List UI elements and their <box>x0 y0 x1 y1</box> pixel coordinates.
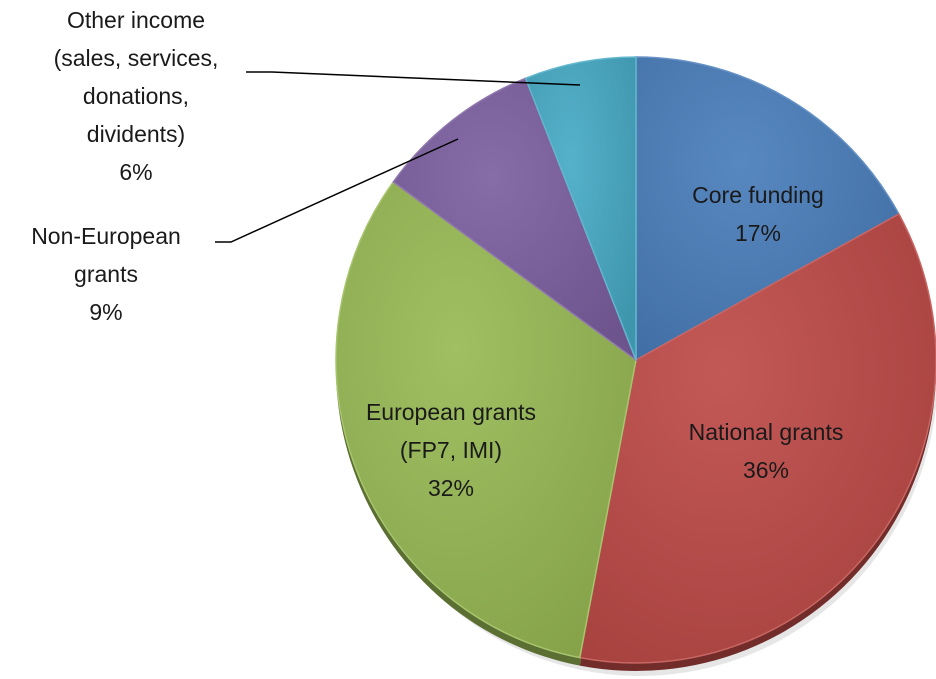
pie-slices <box>335 56 936 664</box>
pie-slice-european-grants <box>335 180 637 659</box>
slice-percent: 36% <box>743 457 789 483</box>
slice-percent: 17% <box>735 220 781 246</box>
pie-slice-national-grants <box>578 213 936 664</box>
slice-label-line: dividents) <box>87 121 185 147</box>
slice-label-line: National grants <box>689 419 844 445</box>
slice-percent: 32% <box>428 475 474 501</box>
slice-label-core-funding: Core funding 17% <box>692 182 824 246</box>
pie-slice-other-income <box>524 56 637 361</box>
slice-label-non-european-grants: Non-European grants 9% <box>31 223 181 325</box>
slice-labels: Core funding 17% National grants 36% Europea… <box>31 7 843 501</box>
slice-label-other-income: Other income (sales, services, donations, d… <box>54 7 219 185</box>
slice-label-line: grants <box>74 261 138 287</box>
slice-label-line: Core funding <box>692 182 824 208</box>
leader-line-non-european-grants <box>215 138 459 243</box>
slice-label-line: donations, <box>83 83 189 109</box>
leader-line-other-income <box>246 71 581 86</box>
leader-lines <box>215 71 581 243</box>
slice-percent: 9% <box>89 299 122 325</box>
slice-label-line: European grants <box>366 399 536 425</box>
pie-slice-core-funding <box>635 56 900 362</box>
slice-label-line: (sales, services, <box>54 45 219 71</box>
slice-label-line: Non-European <box>31 223 181 249</box>
slice-label-line: (FP7, IMI) <box>400 437 502 463</box>
slice-label-line: Other income <box>67 7 205 33</box>
slice-label-european-grants: European grants (FP7, IMI) 32% <box>366 399 536 501</box>
slice-percent: 6% <box>119 159 152 185</box>
slice-label-national-grants: National grants 36% <box>689 419 844 483</box>
